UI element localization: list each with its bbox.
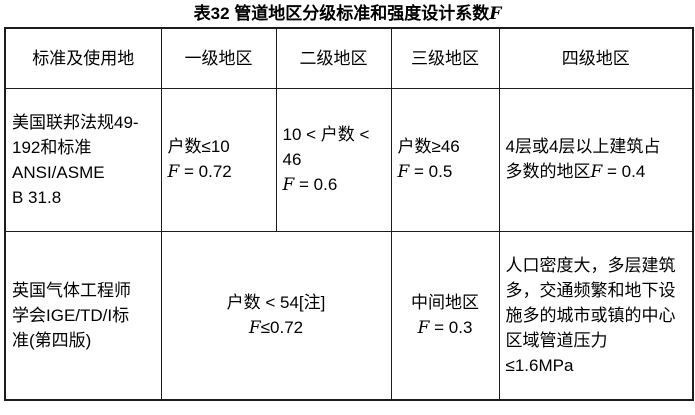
header-cell-standard: 标准及使用地 [4,27,162,89]
table-cell-class1-2-merged: 户数 < 54[注] F≤0.72 [160,230,392,401]
header-row: 标准及使用地 一级地区 二级地区 三级地区 四级地区 [4,27,694,89]
table-row-uk-standard: 英国气体工程师 学会IGE/TD/I标 准(第四版) 户数 < 54[注] F≤… [4,230,694,401]
table-cell-class3: 户数≥46 F = 0.5 [390,87,500,232]
table-cell-class3: 中间地区 F = 0.3 [390,230,500,401]
table-cell-class1: 户数≤10 F = 0.72 [160,87,277,232]
table-cell-class4: 人口密度大，多层建筑 多，交通频繁和地下设 施多的城市或镇的中心 区域管道压力 … [498,230,694,401]
standard-cell: 美国联邦法规49- 192和标准 ANSI/ASME B 31.8 [4,87,162,232]
standard-cell: 英国气体工程师 学会IGE/TD/I标 准(第四版) [4,230,162,401]
table-row-us-standard: 美国联邦法规49- 192和标准 ANSI/ASME B 31.8 户数≤10 … [4,87,694,232]
header-cell-class4: 四级地区 [498,27,694,89]
table-cell-class2: 10 < 户数 < 46 F = 0.6 [275,87,392,232]
header-cell-class2: 二级地区 [275,27,392,89]
classification-table: 标准及使用地 一级地区 二级地区 三级地区 四级地区 美国联邦法规49- 192… [4,27,694,401]
table-cell-class4: 4层或4层以上建筑占 多数的地区F = 0.4 [498,87,694,232]
table-title: 表32 管道地区分级标准和强度设计系数F [193,4,502,24]
header-cell-class3: 三级地区 [390,27,500,89]
header-cell-class1: 一级地区 [160,27,277,89]
